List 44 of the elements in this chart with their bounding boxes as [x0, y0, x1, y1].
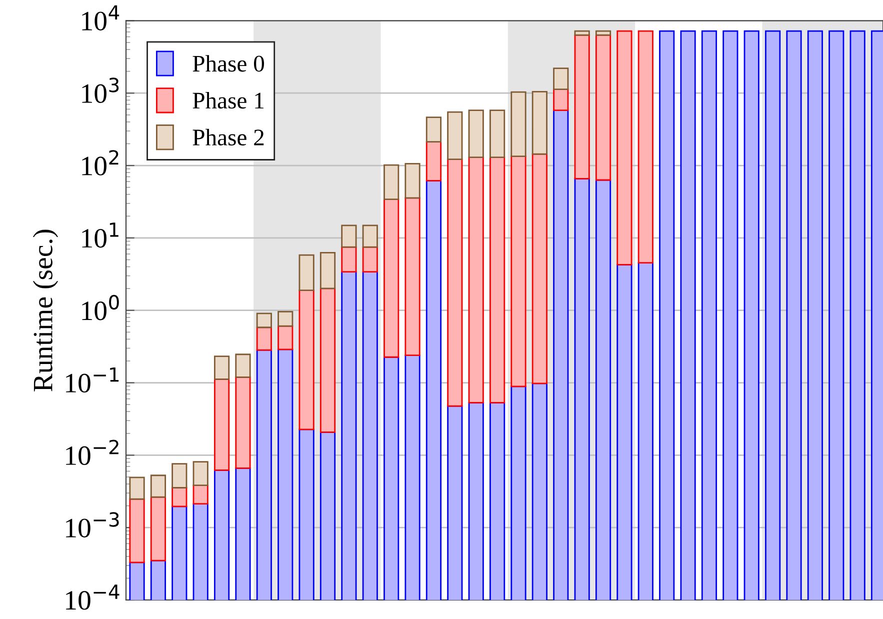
bar: [129, 476, 145, 500]
bar: [426, 116, 442, 142]
y-tick-label: 10$^{−1}$: [66, 367, 119, 393]
bar: [532, 91, 548, 155]
y-tick-label: 10$^{−3}$: [66, 512, 119, 538]
y-tick-label: 10$^{3}$: [82, 78, 119, 103]
bar: [278, 311, 294, 327]
bar: [426, 141, 442, 182]
bar: [256, 326, 272, 351]
bar: [278, 325, 294, 350]
bar: [362, 246, 378, 272]
bar: [298, 254, 314, 291]
y-tick-label: 10$^{−2}$: [66, 440, 118, 466]
bar: [490, 110, 506, 158]
y-axis-title: Runtime (sec.): [32, 230, 58, 392]
bar: [468, 110, 484, 158]
bar: [192, 484, 208, 505]
bar: [447, 111, 463, 160]
y-tick-label: 10$^{−4}$: [66, 584, 120, 610]
bar: [553, 88, 569, 112]
legend-label: Phase 1: [192, 92, 264, 109]
bar: [172, 463, 188, 488]
bar: [192, 461, 208, 486]
bar: [404, 162, 420, 199]
y-tick-label: 10$^{0}$: [82, 294, 119, 320]
bar: [256, 312, 272, 328]
bar: [341, 246, 357, 272]
y-tick-label: 10$^{2}$: [82, 150, 118, 176]
bar: [235, 354, 251, 378]
y-tick-label: 10$^{4}$: [82, 5, 120, 30]
bar: [172, 487, 188, 508]
bar: [574, 30, 590, 36]
bar: [320, 252, 336, 290]
bar: [362, 224, 378, 248]
legend-label: Phase 2: [192, 128, 264, 146]
bar: [384, 164, 400, 200]
bar: [214, 356, 230, 380]
bar: [553, 68, 569, 90]
bar: [510, 91, 526, 157]
bar: [595, 30, 612, 36]
bar: [341, 224, 357, 248]
bar: [150, 474, 166, 498]
y-tick-label: 10$^{1}$: [82, 222, 118, 248]
legend-label: Phase 0: [192, 55, 264, 72]
